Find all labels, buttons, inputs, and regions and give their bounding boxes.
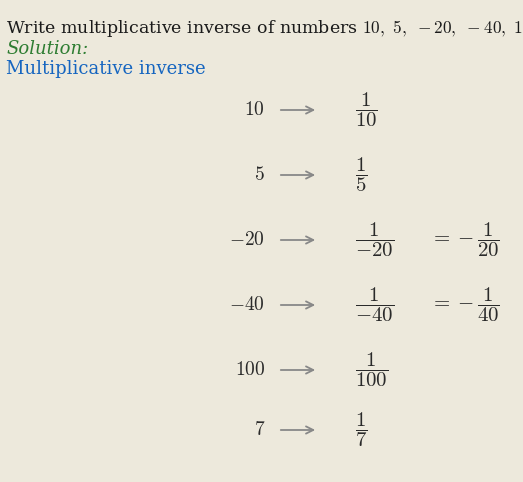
- Text: Solution:: Solution:: [6, 40, 88, 58]
- Text: $7$: $7$: [254, 421, 265, 439]
- Text: Write multiplicative inverse of numbers $10,\ 5,\ -20,\ -40,\ 100,\ 7$: Write multiplicative inverse of numbers …: [6, 18, 523, 39]
- Text: $-20$: $-20$: [229, 231, 265, 249]
- Text: $\dfrac{1}{10}$: $\dfrac{1}{10}$: [355, 91, 378, 129]
- Text: $\dfrac{1}{100}$: $\dfrac{1}{100}$: [355, 351, 388, 389]
- Text: $\dfrac{1}{7}$: $\dfrac{1}{7}$: [355, 411, 368, 449]
- Text: $-40$: $-40$: [229, 296, 265, 314]
- Text: $100$: $100$: [235, 361, 265, 379]
- Text: $\dfrac{1}{-20}$: $\dfrac{1}{-20}$: [355, 221, 394, 259]
- Text: $\dfrac{1}{5}$: $\dfrac{1}{5}$: [355, 156, 368, 194]
- Text: $10$: $10$: [244, 101, 265, 119]
- Text: $=-\dfrac{1}{20}$: $=-\dfrac{1}{20}$: [430, 221, 500, 259]
- Text: $\dfrac{1}{-40}$: $\dfrac{1}{-40}$: [355, 286, 394, 324]
- Text: Multiplicative inverse: Multiplicative inverse: [6, 60, 206, 78]
- Text: $=-\dfrac{1}{40}$: $=-\dfrac{1}{40}$: [430, 286, 500, 324]
- Text: $5$: $5$: [254, 166, 265, 184]
